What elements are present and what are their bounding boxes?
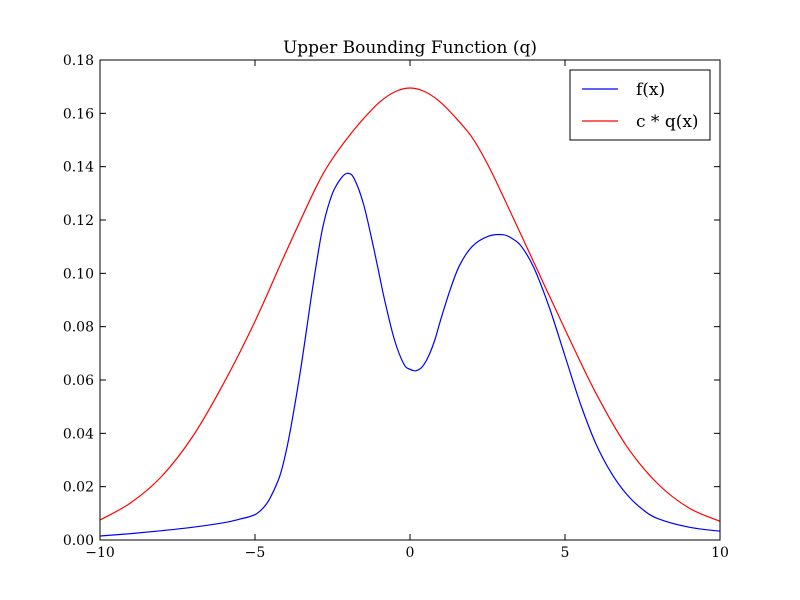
x-tick-label: 0 [406, 545, 415, 561]
x-tick-label: 10 [711, 545, 729, 561]
y-tick-label: 0.16 [63, 106, 94, 122]
y-tick-label: 0.02 [63, 480, 94, 496]
y-tick-label: 0.04 [63, 426, 94, 442]
x-tick-label: −10 [85, 545, 115, 561]
legend: f(x) c * q(x) [569, 69, 711, 141]
ticks: −10 −5 0 5 10 0.00 0.02 0.04 0.06 0.08 0.10 0.12 0.1… [63, 53, 729, 561]
y-tick-label: 0.18 [63, 53, 94, 69]
legend-label-1: f(x) [636, 80, 665, 100]
plot-frame [99, 59, 721, 541]
y-tick-label: 0.06 [63, 373, 94, 389]
y-tick-label: 0.14 [63, 160, 94, 176]
plot-lines [99, 87, 721, 537]
chart-title: Upper Bounding Function (q) [283, 38, 537, 58]
series-line-1 [99, 172, 721, 537]
series-line-2 [99, 87, 721, 522]
y-tick-label: 0.00 [63, 533, 94, 549]
legend-box [569, 69, 711, 141]
x-tick-label: 5 [561, 545, 570, 561]
legend-label-2: c * q(x) [636, 112, 699, 132]
y-tick-label: 0.10 [63, 266, 94, 282]
y-tick-label: 0.12 [63, 213, 94, 229]
y-tick-label: 0.08 [63, 320, 94, 336]
x-tick-label: −5 [245, 545, 266, 561]
